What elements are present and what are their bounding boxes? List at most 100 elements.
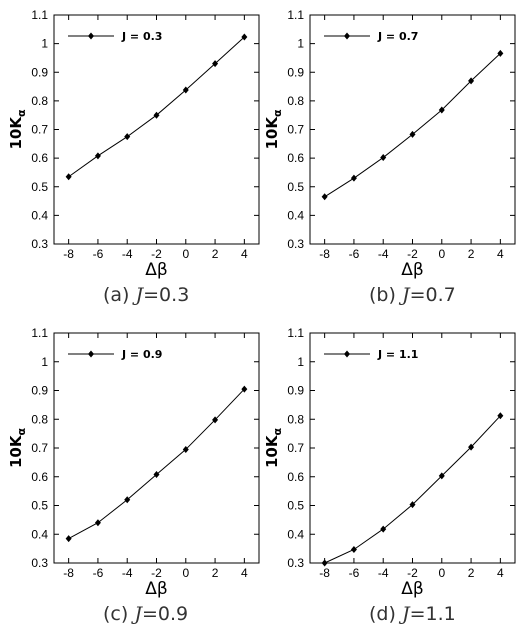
y-axis-label-subscript: α [15, 428, 28, 436]
x-tick-label: -6 [349, 566, 360, 580]
x-tick-label: 2 [212, 247, 219, 261]
y-tick-label: 1 [41, 37, 48, 51]
y-tick-label: 0.3 [287, 237, 304, 251]
legend-label: J = 0.9 [121, 348, 162, 361]
y-tick-label: 1.1 [287, 8, 304, 22]
x-tick-label: 4 [241, 247, 248, 261]
y-tick-label: 0.5 [31, 180, 48, 194]
data-point-marker [65, 173, 72, 181]
legend-marker [88, 350, 94, 358]
y-tick-label: 0.9 [31, 65, 48, 79]
legend-label: J = 0.7 [377, 30, 418, 43]
data-point-marker [321, 193, 328, 201]
data-point-marker [94, 152, 101, 160]
data-point-marker [124, 133, 131, 141]
y-tick-label: 0.8 [287, 412, 304, 426]
caption-d: (d) J=1.1 [369, 603, 456, 625]
y-axis-label-main: 10K [7, 116, 25, 150]
x-tick-label: 2 [468, 566, 475, 580]
x-tick-label: -2 [151, 566, 162, 580]
series-line [324, 415, 501, 564]
y-axis-label: 10Kα [7, 428, 28, 469]
y-axis-label-main: 10K [263, 116, 281, 150]
x-tick-label: -2 [407, 247, 418, 261]
data-point-marker [380, 525, 387, 533]
data-point-marker [212, 60, 219, 68]
caption-value: =0.9 [141, 603, 189, 625]
legend-marker [88, 32, 94, 40]
y-tick-label: 0.7 [31, 441, 48, 455]
y-tick-label: 0.6 [31, 470, 48, 484]
caption-c: (c) J=0.9 [103, 603, 188, 625]
x-tick-label: 0 [182, 247, 189, 261]
x-tick-label: -4 [378, 566, 389, 580]
x-tick-label: -8 [319, 566, 330, 580]
y-tick-label: 0.7 [31, 123, 48, 137]
y-tick-label: 1.1 [31, 326, 48, 340]
y-tick-label: 1.1 [287, 326, 304, 340]
x-tick-label: -4 [378, 247, 389, 261]
y-tick-label: 0.6 [287, 151, 304, 165]
y-axis-label-subscript: α [271, 428, 284, 436]
caption-variable: J [401, 603, 410, 625]
data-point-marker [182, 445, 189, 453]
data-point-marker [124, 496, 131, 504]
y-tick-label: 0.8 [287, 94, 304, 108]
y-tick-label: 0.8 [31, 412, 48, 426]
y-tick-label: 1 [297, 37, 304, 51]
y-axis-label-subscript: α [15, 109, 28, 117]
y-tick-label: 0.5 [287, 180, 304, 194]
data-point-marker [409, 501, 416, 509]
data-point-marker [153, 111, 160, 119]
caption-variable: J [401, 284, 410, 306]
data-point-marker [212, 416, 219, 424]
y-tick-label: 1 [41, 355, 48, 369]
y-tick-label: 1 [297, 355, 304, 369]
y-tick-label: 0.4 [287, 208, 304, 222]
x-tick-label: -2 [151, 247, 162, 261]
data-point-marker [153, 470, 160, 478]
x-tick-label: 0 [438, 247, 445, 261]
data-point-marker [65, 535, 72, 543]
caption-value: =0.7 [409, 284, 456, 306]
y-tick-label: 0.8 [31, 94, 48, 108]
x-axis-label: Δβ [145, 260, 167, 280]
y-tick-label: 0.5 [31, 499, 48, 513]
caption-variable: J [134, 603, 142, 625]
y-tick-label: 0.4 [287, 527, 304, 541]
data-point-marker [438, 472, 445, 480]
caption-value: =1.1 [409, 603, 456, 625]
plot-frame [309, 332, 516, 564]
data-point-marker [350, 174, 357, 182]
y-tick-label: 0.6 [287, 470, 304, 484]
data-point-marker [497, 412, 504, 420]
data-point-marker [497, 49, 504, 57]
x-tick-label: -4 [122, 247, 133, 261]
data-point-marker [321, 559, 328, 567]
y-axis-label-subscript: α [271, 109, 284, 117]
data-point-marker [241, 33, 248, 41]
caption-variable: J [135, 284, 144, 306]
legend-label: J = 1.1 [377, 348, 418, 361]
x-tick-label: -6 [349, 247, 360, 261]
data-point-marker [438, 106, 445, 114]
x-tick-label: 4 [497, 247, 504, 261]
data-point-marker [350, 545, 357, 553]
y-tick-label: 0.9 [31, 384, 48, 398]
y-tick-label: 0.9 [287, 65, 304, 79]
x-axis-label: Δβ [145, 579, 167, 599]
data-point-marker [94, 519, 101, 527]
legend-marker [344, 32, 350, 40]
caption-letter: (d) [369, 603, 396, 625]
x-tick-label: -6 [93, 247, 104, 261]
data-point-marker [380, 154, 387, 162]
y-tick-label: 0.7 [287, 441, 304, 455]
data-point-marker [241, 385, 248, 393]
x-tick-label: 2 [212, 566, 219, 580]
x-tick-label: -2 [407, 566, 418, 580]
data-point-marker [468, 77, 475, 85]
caption-letter: (a) [103, 284, 130, 306]
